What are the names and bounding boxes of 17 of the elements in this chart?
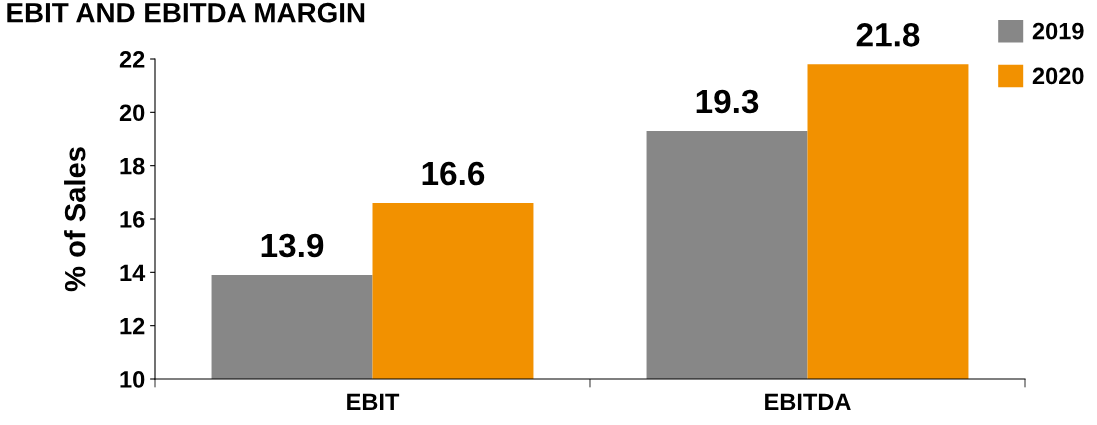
- legend-label: 2019: [1032, 22, 1084, 40]
- x-tick-label: EBITDA: [765, 393, 851, 410]
- chart-title: EBIT AND EBITDA MARGIN: [7, 2, 365, 23]
- y-tick-label: 16: [120, 211, 145, 228]
- y-tick-label: 10: [120, 371, 145, 388]
- y-tick-label: 22: [119, 51, 145, 68]
- y-axis-title: % of Sales: [64, 147, 86, 292]
- y-tick-label: 18: [120, 157, 145, 175]
- legend-label: 2020: [1032, 67, 1084, 85]
- y-tick-label: 20: [119, 104, 145, 122]
- y-tick-label: 12: [120, 317, 145, 335]
- data-label: 16.6: [422, 161, 485, 186]
- data-label: 21.8: [856, 23, 920, 47]
- data-label: 19.3: [696, 89, 759, 114]
- y-tick-label: 14: [120, 264, 146, 281]
- data-label: 13.9: [261, 233, 324, 258]
- x-tick-label: EBIT: [347, 393, 400, 410]
